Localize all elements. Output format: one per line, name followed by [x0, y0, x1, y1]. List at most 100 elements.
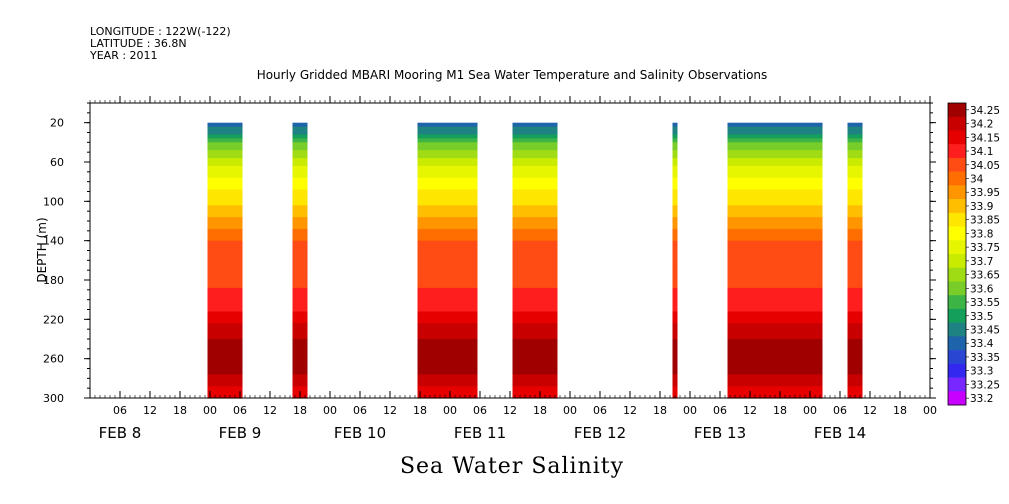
salinity-cell: [727, 346, 823, 352]
salinity-cell: [207, 240, 243, 246]
salinity-cell: [512, 331, 558, 336]
salinity-cell: [672, 319, 678, 324]
salinity-cell: [417, 335, 478, 340]
salinity-cell: [512, 165, 558, 171]
salinity-cell: [292, 366, 308, 371]
salinity-cell: [672, 350, 678, 356]
salinity-cell: [727, 299, 823, 305]
legend-swatch: [948, 171, 966, 186]
data-column: [672, 122, 678, 399]
salinity-cell: [672, 280, 678, 285]
legend-label: 33.45: [970, 325, 1000, 337]
x-day-label: FEB 13: [694, 424, 746, 442]
salinity-cell: [417, 315, 478, 320]
salinity-cell: [207, 268, 243, 273]
salinity-cell: [207, 169, 243, 175]
salinity-cell: [672, 130, 678, 135]
legend-label: 33.7: [970, 256, 993, 268]
legend-label: 34.15: [970, 132, 1000, 144]
salinity-cell: [847, 193, 863, 198]
salinity-cell: [292, 173, 308, 179]
salinity-cell: [727, 240, 823, 246]
legend-swatch: [948, 212, 966, 227]
salinity-cell: [512, 303, 558, 309]
salinity-cell: [727, 126, 823, 132]
salinity-cell: [847, 303, 863, 309]
salinity-cell: [417, 256, 478, 261]
salinity-cell: [207, 276, 243, 281]
x-day-label: FEB 9: [219, 424, 262, 442]
salinity-cell: [292, 291, 308, 297]
salinity-cell: [727, 248, 823, 253]
salinity-cell: [727, 276, 823, 281]
salinity-cell: [672, 165, 678, 171]
salinity-cell: [512, 378, 558, 383]
salinity-cell: [292, 146, 308, 151]
salinity-cell: [512, 240, 558, 246]
data-column: [847, 122, 863, 399]
salinity-cell: [417, 224, 478, 230]
salinity-cell: [207, 177, 243, 183]
salinity-cell: [292, 150, 308, 155]
salinity-cell: [512, 197, 558, 202]
salinity-cell: [207, 295, 243, 301]
x-tick-label: 18: [773, 404, 787, 417]
salinity-cell: [207, 217, 243, 222]
salinity-cell: [207, 358, 243, 364]
salinity-cell: [207, 303, 243, 309]
salinity-cell: [207, 354, 243, 360]
salinity-cell: [727, 221, 823, 226]
salinity-cell: [727, 146, 823, 151]
salinity-cell: [847, 386, 863, 391]
salinity-cell: [672, 311, 678, 316]
salinity-cell: [207, 162, 243, 167]
salinity-cell: [512, 154, 558, 159]
salinity-cell: [847, 197, 863, 202]
salinity-cell: [292, 370, 308, 375]
salinity-cell: [672, 339, 678, 344]
salinity-cell: [207, 386, 243, 391]
salinity-cell: [727, 307, 823, 312]
latitude-label: LATITUDE : 36.8N: [90, 37, 187, 50]
salinity-cell: [292, 307, 308, 312]
salinity-cell: [847, 228, 863, 234]
salinity-cell: [292, 201, 308, 206]
salinity-cell: [672, 142, 678, 147]
salinity-cell: [292, 342, 308, 348]
x-tick-label: 00: [683, 404, 697, 417]
salinity-cell: [292, 221, 308, 226]
salinity-cell: [292, 122, 308, 128]
legend-swatch: [948, 377, 966, 392]
y-tick-label: 20: [50, 117, 64, 130]
salinity-cell: [292, 260, 308, 265]
x-tick-label: 06: [113, 404, 127, 417]
salinity-cell: [417, 303, 478, 309]
salinity-cell: [292, 303, 308, 309]
salinity-cell: [512, 248, 558, 253]
x-tick-label: 12: [383, 404, 397, 417]
salinity-cell: [512, 209, 558, 214]
chart-title: Hourly Gridded MBARI Mooring M1 Sea Wate…: [256, 68, 768, 82]
salinity-cell: [727, 272, 823, 277]
salinity-cell: [207, 130, 243, 135]
salinity-cell: [727, 311, 823, 316]
x-tick-label: 18: [173, 404, 187, 417]
salinity-cell: [512, 142, 558, 147]
salinity-cell: [417, 394, 478, 399]
salinity-cell: [207, 201, 243, 206]
salinity-cell: [727, 189, 823, 194]
salinity-cell: [417, 276, 478, 281]
salinity-cell: [417, 366, 478, 371]
salinity-cell: [512, 224, 558, 230]
salinity-cell: [417, 213, 478, 218]
legend-swatch: [948, 295, 966, 310]
salinity-cell: [417, 311, 478, 316]
salinity-cell: [292, 162, 308, 167]
salinity-cell: [292, 181, 308, 187]
year-label: YEAR : 2011: [90, 49, 158, 62]
salinity-cell: [292, 142, 308, 147]
salinity-cell: [207, 154, 243, 159]
salinity-cell: [847, 272, 863, 277]
salinity-cell: [417, 162, 478, 167]
salinity-cell: [672, 213, 678, 218]
